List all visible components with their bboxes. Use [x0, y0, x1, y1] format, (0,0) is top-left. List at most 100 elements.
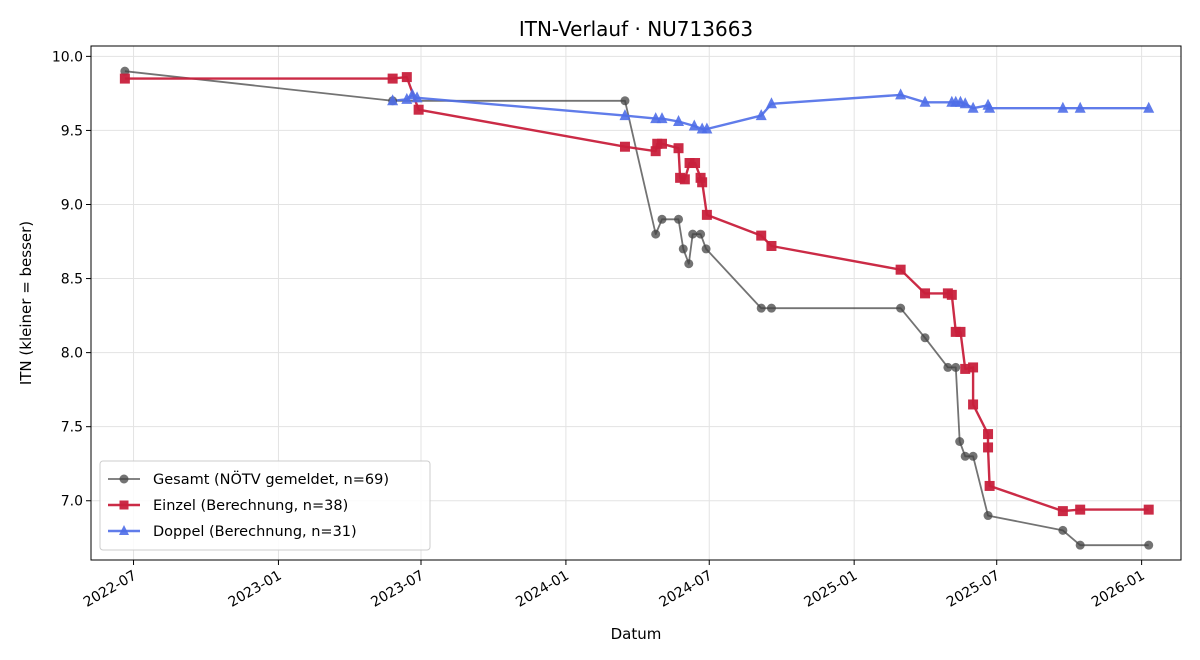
data-point-square: [895, 264, 906, 275]
data-point-square: [679, 174, 690, 185]
data-point-circle: [657, 214, 667, 224]
x-tick-label: 2024-01: [513, 568, 572, 611]
data-point-square: [766, 240, 777, 251]
x-tick-label: 2023-07: [368, 568, 427, 611]
legend-swatch-triangle: [119, 525, 129, 535]
data-point-square: [656, 138, 667, 149]
data-point-square: [983, 442, 994, 453]
data-point-square: [387, 73, 398, 84]
x-tick-label: 2026-01: [1089, 568, 1148, 611]
data-point-circle: [960, 451, 970, 461]
data-point-triangle: [765, 97, 777, 109]
data-point-circle: [701, 244, 711, 254]
data-point-square: [1143, 504, 1154, 515]
data-point-circle: [1144, 540, 1154, 550]
data-point-square: [1075, 504, 1086, 515]
legend-label: Einzel (Berechnung, n=38): [153, 498, 348, 514]
data-point-triangle: [1074, 101, 1086, 113]
data-point-square: [920, 288, 931, 299]
y-tick-label: 7.5: [61, 420, 83, 436]
data-point-square: [119, 73, 130, 84]
y-tick-label: 9.0: [61, 197, 83, 213]
data-point-square: [984, 480, 995, 491]
legend-label: Doppel (Berechnung, n=31): [153, 524, 357, 540]
x-axis-label: Datum: [611, 625, 662, 643]
data-point-square: [650, 146, 661, 157]
data-point-circle: [951, 362, 961, 372]
data-point-square: [690, 158, 701, 169]
data-point-circle: [943, 362, 953, 372]
data-point-square: [983, 429, 994, 440]
data-point-triangle: [895, 88, 907, 100]
data-point-circle: [684, 259, 694, 269]
data-point-square: [946, 289, 957, 300]
data-point-square: [413, 104, 424, 115]
data-point-square: [619, 141, 630, 152]
data-point-triangle: [387, 94, 399, 106]
legend: Gesamt (NÖTV gemeldet, n=69) Einzel (Bere…: [99, 460, 431, 551]
data-point-circle: [674, 214, 684, 224]
data-point-triangle: [411, 91, 423, 103]
data-point-circle: [678, 244, 688, 254]
data-point-square: [968, 362, 979, 373]
data-point-triangle: [401, 92, 413, 104]
data-point-circle: [120, 66, 130, 76]
data-point-circle: [968, 451, 978, 461]
y-tick-label: 8.0: [61, 346, 83, 362]
data-point-circle: [756, 303, 766, 313]
data-point-triangle: [1143, 101, 1155, 113]
data-point-square: [960, 363, 971, 374]
data-point-triangle: [701, 122, 713, 134]
legend-box: [99, 460, 431, 551]
y-tick-label: 9.5: [61, 123, 83, 139]
y-tick-label: 7.0: [61, 494, 83, 510]
x-tick-label: 2023-01: [226, 568, 285, 611]
x-tick-label: 2025-07: [944, 568, 1003, 611]
data-point-triangle: [959, 97, 971, 109]
x-axis: 2022-07 2023-01 2023-07 2024-01 2024-07 2025-…: [81, 560, 1148, 611]
data-point-circle: [620, 96, 630, 106]
data-point-square: [1057, 506, 1068, 517]
data-point-triangle: [1057, 101, 1069, 113]
data-point-square: [756, 230, 767, 241]
data-point-circle: [1058, 525, 1068, 535]
data-point-square: [401, 72, 412, 83]
data-point-square: [701, 209, 712, 220]
data-point-circle: [1075, 540, 1085, 550]
data-point-circle: [983, 511, 993, 521]
y-tick-label: 8.5: [61, 272, 83, 288]
data-point-circle: [920, 333, 930, 343]
data-point-circle: [651, 229, 661, 239]
data-point-square: [684, 158, 695, 169]
y-axis: 7.0 7.5 8.0 8.5 9.0 9.5 10.0: [52, 49, 91, 510]
legend-label: Gesamt (NÖTV gemeldet, n=69): [153, 470, 389, 488]
y-axis-label: ITN (kleiner = besser): [17, 221, 35, 385]
plot-markers: [119, 66, 1155, 550]
legend-swatch-square: [119, 500, 129, 510]
chart-title: ITN-Verlauf · NU713663: [519, 17, 753, 41]
data-point-square: [697, 177, 708, 188]
data-point-triangle: [673, 115, 685, 127]
data-point-triangle: [967, 101, 979, 113]
x-tick-label: 2024-07: [657, 568, 716, 611]
x-tick-label: 2022-07: [81, 568, 140, 611]
legend-swatch-circle: [119, 474, 129, 484]
data-point-triangle: [688, 119, 700, 131]
data-point-circle: [896, 303, 906, 313]
plot-frame: [90, 45, 1182, 561]
data-point-triangle: [656, 112, 668, 124]
data-point-triangle: [619, 109, 631, 121]
data-point-circle: [696, 229, 706, 239]
data-point-triangle: [755, 109, 767, 121]
data-point-triangle: [919, 95, 931, 107]
data-point-circle: [766, 303, 776, 313]
data-point-square: [673, 143, 684, 154]
y-tick-label: 10.0: [52, 49, 83, 65]
data-point-square: [968, 399, 979, 410]
data-point-circle: [955, 436, 965, 446]
data-point-triangle: [984, 101, 996, 113]
data-point-circle: [688, 229, 698, 239]
data-point-square: [955, 326, 966, 337]
x-tick-label: 2025-01: [801, 568, 860, 611]
